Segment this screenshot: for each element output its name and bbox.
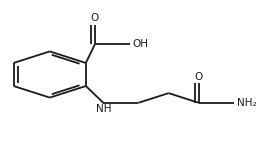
Text: O: O [91,13,99,23]
Text: OH: OH [133,39,148,49]
Text: NH: NH [95,104,111,114]
Text: NH₂: NH₂ [236,98,256,108]
Text: O: O [195,72,203,82]
